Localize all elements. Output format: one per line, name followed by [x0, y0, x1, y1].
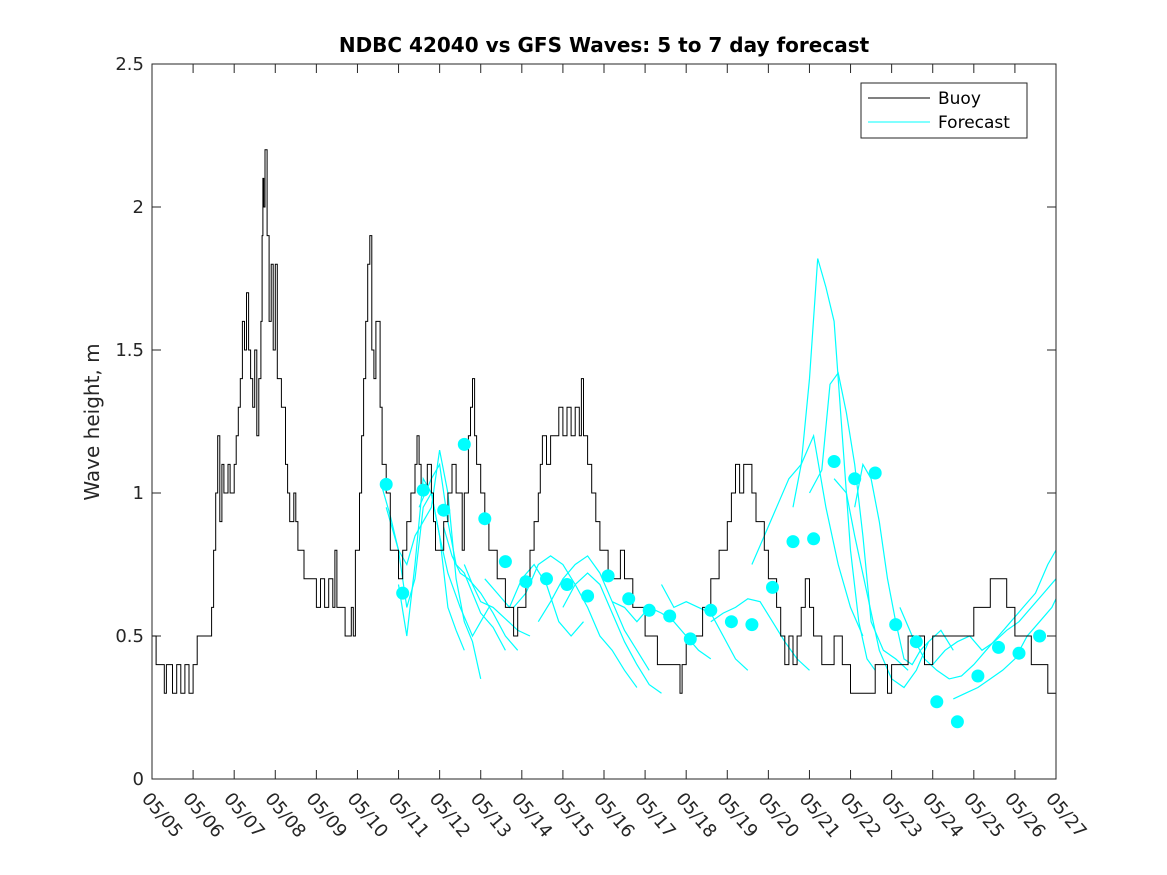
y-tick-label: 2 [133, 197, 144, 218]
forecast-point [848, 472, 862, 486]
forecast-point [971, 669, 985, 683]
buoy-line [152, 149, 1056, 694]
forecast-line [854, 462, 930, 666]
forecast-point [540, 572, 553, 586]
forecast-point [704, 603, 718, 617]
y-tick-label: 1.5 [115, 340, 144, 361]
forecast-line [792, 258, 876, 671]
forecast-line [932, 578, 1056, 665]
x-tick-label: 05/13 [466, 789, 515, 842]
forecast-point [930, 695, 944, 709]
forecast-line [537, 555, 650, 671]
y-tick-label: 1 [133, 483, 144, 504]
forecast-point [724, 615, 738, 629]
forecast-point [601, 569, 615, 583]
forecast-line [953, 598, 1056, 700]
x-tick-label: 05/25 [959, 789, 1008, 842]
x-tick-label: 05/22 [836, 789, 885, 842]
forecast-line [385, 449, 482, 680]
y-tick-label: 0.5 [115, 626, 144, 647]
x-tick-label: 05/17 [630, 789, 679, 842]
forecast-line [562, 572, 662, 694]
x-tick-label: 05/11 [384, 789, 433, 842]
y-axis-label: Wave height, m [80, 343, 104, 500]
x-tick-label: 05/23 [877, 789, 926, 842]
forecast-line [484, 563, 584, 637]
forecast-line [611, 601, 712, 660]
chart-title: NDBC 42040 vs GFS Waves: 5 to 7 day fore… [339, 33, 870, 57]
plot-frame [151, 63, 1057, 780]
forecast-point [827, 455, 841, 468]
forecast-point [478, 512, 492, 526]
forecast-point [622, 592, 636, 606]
x-tick-label: 05/16 [589, 789, 638, 842]
forecast-point [909, 635, 923, 649]
x-tick-label: 05/27 [1041, 789, 1090, 842]
x-tick-label: 05/10 [343, 789, 392, 842]
y-tick-label: 2.5 [115, 54, 144, 75]
forecast-point [992, 640, 1005, 654]
forecast-point [396, 586, 410, 600]
x-tick-label: 05/19 [712, 789, 761, 842]
forecast-point [437, 503, 451, 517]
legend-box [860, 82, 1028, 139]
forecast-point [683, 632, 697, 646]
forecast-point [868, 466, 882, 480]
forecast-point [642, 603, 656, 617]
x-tick-label: 05/09 [302, 789, 351, 842]
forecast-point [745, 618, 759, 632]
plot-background [152, 64, 1056, 779]
forecast-line [751, 433, 864, 637]
x-tick-label: 05/20 [754, 789, 803, 842]
forecast-point [416, 483, 430, 497]
x-tick-label: 05/18 [671, 789, 720, 842]
forecast-point [766, 580, 779, 594]
legend-label-buoy: Buoy [938, 89, 981, 109]
x-tick-label: 05/14 [507, 789, 556, 842]
forecast-point [889, 618, 903, 632]
forecast-point [581, 589, 595, 603]
x-tick-label: 05/15 [548, 789, 597, 842]
forecast-point [1012, 646, 1026, 660]
x-tick-label: 05/07 [219, 789, 268, 842]
forecast-line [899, 549, 1056, 680]
x-tick-label: 05/05 [137, 789, 186, 842]
y-tick-label: 0 [133, 769, 144, 790]
forecast-point [519, 575, 533, 589]
forecast-point [786, 535, 800, 549]
forecast-line [808, 371, 909, 671]
forecast-point [560, 578, 574, 591]
forecast-line [397, 476, 490, 638]
x-tick-label: 05/08 [260, 789, 309, 842]
x-tick-label: 05/24 [918, 789, 967, 842]
x-tick-label: 05/06 [178, 789, 227, 842]
forecast-point [1033, 629, 1047, 643]
legend: Buoy Forecast [860, 82, 1028, 139]
forecast-point [663, 609, 677, 623]
forecast-point [379, 477, 393, 491]
legend-label-forecast: Forecast [938, 113, 1010, 133]
x-tick-label: 05/12 [425, 789, 474, 842]
x-tick-label: 05/21 [795, 789, 844, 842]
forecast-line [443, 527, 519, 651]
x-tick-label: 05/26 [1000, 789, 1049, 842]
forecast-point [950, 715, 964, 729]
forecast-point [498, 555, 512, 569]
forecast-point [457, 437, 471, 451]
forecast-point [807, 532, 821, 546]
forecast-line [418, 462, 506, 651]
